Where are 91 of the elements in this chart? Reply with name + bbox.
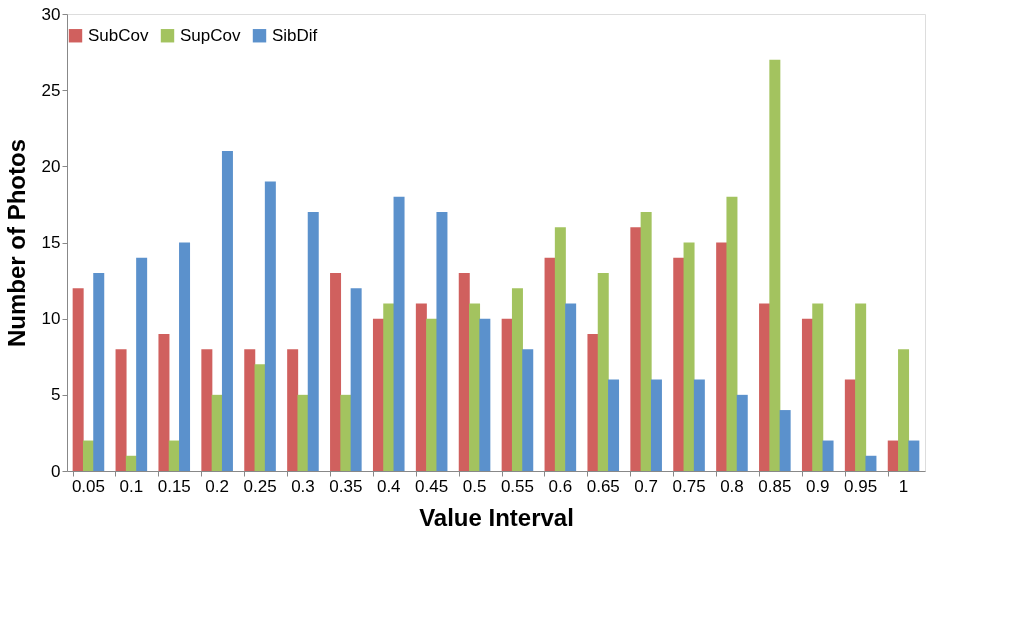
bar xyxy=(372,318,384,471)
bar xyxy=(759,303,771,471)
x-tick-label: 1 xyxy=(898,476,909,496)
x-tick-label: 0.05 xyxy=(71,476,105,496)
bar xyxy=(501,318,513,471)
x-tick-label: 0.3 xyxy=(291,476,315,496)
bar xyxy=(565,303,577,471)
bar xyxy=(168,440,180,471)
x-tick-label: 0.9 xyxy=(805,476,830,496)
bar xyxy=(908,440,920,471)
x-tick-label: 0.95 xyxy=(844,476,878,496)
bar xyxy=(72,288,84,471)
x-tick-label: 0.15 xyxy=(157,476,191,496)
bar xyxy=(587,333,599,471)
bar xyxy=(822,440,834,471)
bar xyxy=(254,364,266,471)
bar xyxy=(330,272,342,471)
legend-label: SupCov xyxy=(180,25,241,45)
bar xyxy=(865,455,877,471)
legend-label: SubCov xyxy=(88,25,149,45)
bar xyxy=(179,242,191,471)
x-tick-label: 0.7 xyxy=(634,476,658,496)
bar xyxy=(801,318,813,471)
bar xyxy=(511,288,523,471)
bar xyxy=(221,151,233,471)
y-tick-label: 0 xyxy=(51,461,61,481)
bar xyxy=(887,440,899,471)
bar xyxy=(608,379,620,471)
bar xyxy=(297,394,309,471)
bar xyxy=(469,303,481,471)
bar xyxy=(426,318,438,471)
bar xyxy=(726,196,738,471)
bar xyxy=(436,212,448,471)
bar xyxy=(264,181,276,471)
bar xyxy=(544,257,556,471)
bar xyxy=(554,227,566,471)
legend-label: SibDif xyxy=(272,25,318,45)
bar xyxy=(82,440,94,471)
x-tick-label: 0.1 xyxy=(119,476,144,496)
x-tick-label: 0.8 xyxy=(720,476,744,496)
x-tick-label: 0.55 xyxy=(500,476,534,496)
y-tick-label: 10 xyxy=(41,309,61,329)
bar xyxy=(479,318,491,471)
x-tick-label: 0.85 xyxy=(758,476,792,496)
bar xyxy=(844,379,856,471)
bar xyxy=(287,349,299,471)
bar xyxy=(597,272,609,471)
x-axis-title: Value Interval xyxy=(419,503,574,531)
bar xyxy=(201,349,213,471)
x-tick-label: 0.6 xyxy=(548,476,573,496)
bar xyxy=(779,410,791,471)
x-tick-label: 0.5 xyxy=(462,476,487,496)
bar xyxy=(812,303,824,471)
y-axis-title: Number of Photos xyxy=(2,139,30,347)
bar xyxy=(415,303,427,471)
bar xyxy=(244,349,256,471)
x-tick-label: 0.25 xyxy=(243,476,277,496)
y-tick-label: 25 xyxy=(41,80,61,100)
bar xyxy=(93,272,105,471)
bar xyxy=(136,257,148,471)
y-tick-label: 20 xyxy=(41,156,61,176)
x-tick-label: 0.35 xyxy=(329,476,363,496)
bar xyxy=(650,379,662,471)
x-tick-label: 0.65 xyxy=(586,476,620,496)
bar xyxy=(211,394,223,471)
y-tick-label: 5 xyxy=(51,385,61,405)
bar xyxy=(716,242,728,471)
bar xyxy=(393,196,405,471)
bar xyxy=(340,394,352,471)
bar xyxy=(630,227,642,471)
bar xyxy=(855,303,867,471)
bar xyxy=(898,349,910,471)
bar xyxy=(383,303,395,471)
bar xyxy=(693,379,705,471)
bar xyxy=(307,212,319,471)
bar xyxy=(522,349,534,471)
x-tick-label: 0.45 xyxy=(415,476,449,496)
y-tick-label: 15 xyxy=(41,233,61,252)
bar xyxy=(683,242,695,471)
bar xyxy=(769,59,781,471)
x-tick-label: 0.2 xyxy=(205,476,229,496)
bar xyxy=(673,257,685,471)
bar xyxy=(640,212,652,471)
bar xyxy=(115,349,127,471)
bar xyxy=(458,272,470,471)
bar xyxy=(736,394,748,471)
bar xyxy=(158,333,170,471)
x-tick-label: 0.75 xyxy=(672,476,706,496)
bar xyxy=(350,288,362,471)
y-tick-label: 30 xyxy=(41,4,61,24)
x-tick-label: 0.4 xyxy=(376,476,401,496)
